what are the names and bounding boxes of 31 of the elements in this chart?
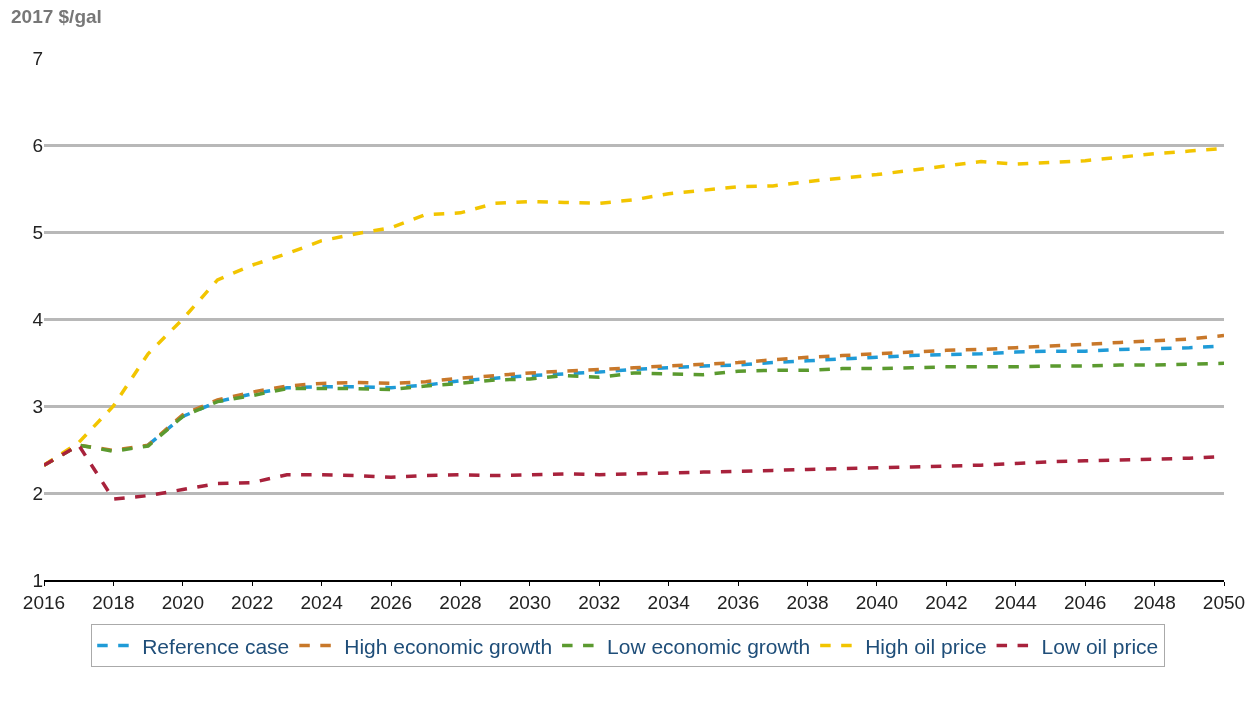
y-tick-label: 5 bbox=[32, 221, 43, 243]
y-tick-label: 6 bbox=[32, 134, 43, 156]
legend-label: Reference case bbox=[142, 634, 290, 658]
x-tick-label: 2050 bbox=[1202, 591, 1246, 613]
x-tick-label: 2046 bbox=[1064, 591, 1107, 613]
legend-label: High oil price bbox=[865, 634, 987, 658]
x-tick-label: 2040 bbox=[855, 591, 899, 613]
x-tick-label: 2036 bbox=[716, 591, 760, 613]
x-tick-label: 2034 bbox=[647, 591, 691, 613]
y-tick-label: 2 bbox=[32, 482, 43, 504]
legend-label: Low oil price bbox=[1041, 634, 1159, 658]
x-tick-label: 2026 bbox=[369, 591, 413, 613]
legend-label: High economic growth bbox=[344, 634, 553, 658]
x-tick-label: 2020 bbox=[161, 591, 204, 613]
y-tick-label: 3 bbox=[32, 395, 43, 417]
x-tick-label: 2018 bbox=[92, 591, 135, 613]
x-tick-label: 2030 bbox=[508, 591, 552, 613]
x-tick-label: 2038 bbox=[786, 591, 829, 613]
x-tick-label: 2016 bbox=[22, 591, 66, 613]
y-tick-label: 4 bbox=[32, 308, 44, 330]
y-axis-title: 2017 $/gal bbox=[11, 6, 102, 27]
x-tick-label: 2028 bbox=[439, 591, 482, 613]
x-tick-label: 2032 bbox=[578, 591, 621, 613]
x-tick-label: 2044 bbox=[994, 591, 1038, 613]
y-tick-label: 7 bbox=[32, 47, 43, 69]
x-tick-label: 2024 bbox=[300, 591, 344, 613]
x-tick-label: 2048 bbox=[1133, 591, 1176, 613]
y-tick-label: 1 bbox=[32, 569, 43, 591]
x-tick-label: 2022 bbox=[231, 591, 274, 613]
x-tick-label: 2042 bbox=[925, 591, 968, 613]
legend-label: Low economic growth bbox=[607, 634, 811, 658]
